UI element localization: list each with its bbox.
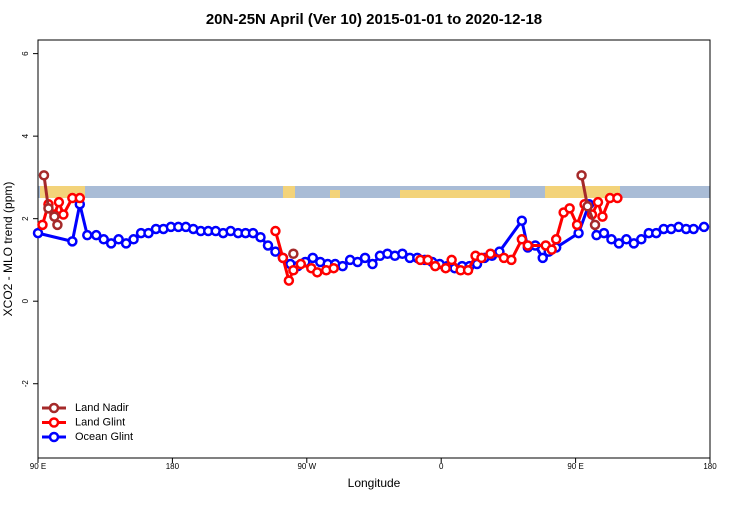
data-point bbox=[576, 170, 587, 181]
data-point bbox=[688, 223, 699, 235]
data-point bbox=[516, 215, 528, 226]
data-point bbox=[337, 260, 348, 272]
data-point bbox=[270, 225, 281, 237]
data-point bbox=[446, 254, 457, 266]
data-point bbox=[621, 234, 632, 245]
data-point bbox=[67, 236, 78, 247]
data-point bbox=[312, 267, 323, 278]
x-tick-label: 180 bbox=[703, 462, 717, 471]
data-point bbox=[440, 262, 451, 274]
data-point bbox=[592, 196, 604, 208]
data-point bbox=[564, 203, 575, 214]
y-tick-label: 4 bbox=[21, 133, 30, 138]
data-point bbox=[38, 170, 50, 181]
map-strip bbox=[38, 186, 710, 198]
data-point bbox=[573, 227, 584, 239]
data-point bbox=[328, 262, 339, 274]
data-point bbox=[283, 275, 295, 286]
data-point bbox=[571, 219, 583, 231]
data-point bbox=[650, 227, 662, 239]
data-point bbox=[49, 211, 60, 222]
data-point bbox=[506, 254, 517, 266]
data-point bbox=[397, 248, 408, 259]
data-point bbox=[698, 221, 710, 233]
legend-label: Land Glint bbox=[75, 416, 125, 428]
data-point bbox=[550, 234, 562, 245]
x-axis-label: Longitude bbox=[348, 476, 401, 490]
data-point bbox=[128, 234, 139, 245]
data-point bbox=[546, 244, 557, 255]
data-point bbox=[52, 219, 63, 231]
data-point bbox=[247, 227, 259, 239]
data-point bbox=[612, 192, 623, 204]
data-point bbox=[367, 258, 378, 270]
data-point bbox=[636, 234, 647, 245]
data-point bbox=[288, 265, 299, 276]
data-point bbox=[359, 252, 371, 264]
data-point bbox=[307, 252, 319, 264]
data-point bbox=[516, 234, 528, 245]
data-point bbox=[476, 252, 487, 264]
chart-title: 20N-25N April (Ver 10) 2015-01-01 to 202… bbox=[206, 11, 542, 28]
x-tick-label: 90 W bbox=[297, 462, 316, 471]
data-point bbox=[90, 229, 102, 241]
y-tick-label: 2 bbox=[21, 216, 30, 221]
data-point bbox=[352, 256, 363, 268]
data-point bbox=[429, 260, 441, 272]
data-point bbox=[422, 254, 434, 266]
data-point bbox=[485, 248, 496, 259]
data-point bbox=[628, 238, 640, 249]
data-point bbox=[295, 258, 307, 270]
legend-marker bbox=[48, 431, 60, 443]
data-point bbox=[598, 227, 610, 239]
data-point bbox=[120, 238, 132, 249]
data-point bbox=[597, 211, 608, 222]
y-tick-label: 6 bbox=[21, 51, 30, 56]
data-point bbox=[143, 227, 154, 239]
data-point bbox=[277, 252, 289, 264]
data-point bbox=[606, 234, 617, 245]
data-point bbox=[537, 252, 548, 264]
y-tick-label: -2 bbox=[21, 380, 30, 388]
legend-label: Ocean Glint bbox=[75, 431, 133, 443]
data-point bbox=[270, 246, 281, 257]
y-axis-label: XCO2 - MLO trend (ppm) bbox=[1, 182, 15, 317]
data-point bbox=[113, 234, 124, 245]
plot-frame bbox=[37, 39, 711, 459]
data-point bbox=[58, 209, 69, 220]
data-point bbox=[43, 203, 54, 214]
data-point bbox=[522, 240, 534, 251]
x-tick-label: 90 E bbox=[567, 462, 583, 471]
legend-marker bbox=[48, 417, 60, 428]
data-point bbox=[53, 196, 65, 208]
data-point bbox=[98, 234, 109, 245]
data-point bbox=[613, 238, 625, 249]
data-point bbox=[255, 231, 266, 243]
data-point bbox=[589, 219, 601, 231]
data-point bbox=[262, 240, 274, 251]
data-point bbox=[82, 229, 93, 241]
legend-label: Land Nadir bbox=[75, 402, 129, 414]
data-point bbox=[32, 227, 44, 239]
data-point bbox=[74, 192, 86, 204]
legend-marker bbox=[48, 402, 60, 414]
data-point bbox=[288, 248, 299, 259]
data-point bbox=[462, 265, 474, 276]
x-tick-label: 180 bbox=[166, 462, 180, 471]
y-tick-label: 0 bbox=[21, 298, 30, 303]
data-point bbox=[582, 201, 593, 212]
data-point bbox=[105, 238, 117, 249]
data-point bbox=[37, 219, 48, 231]
x-tick-label: 90 E bbox=[30, 462, 46, 471]
x-tick-label: 0 bbox=[439, 462, 444, 471]
